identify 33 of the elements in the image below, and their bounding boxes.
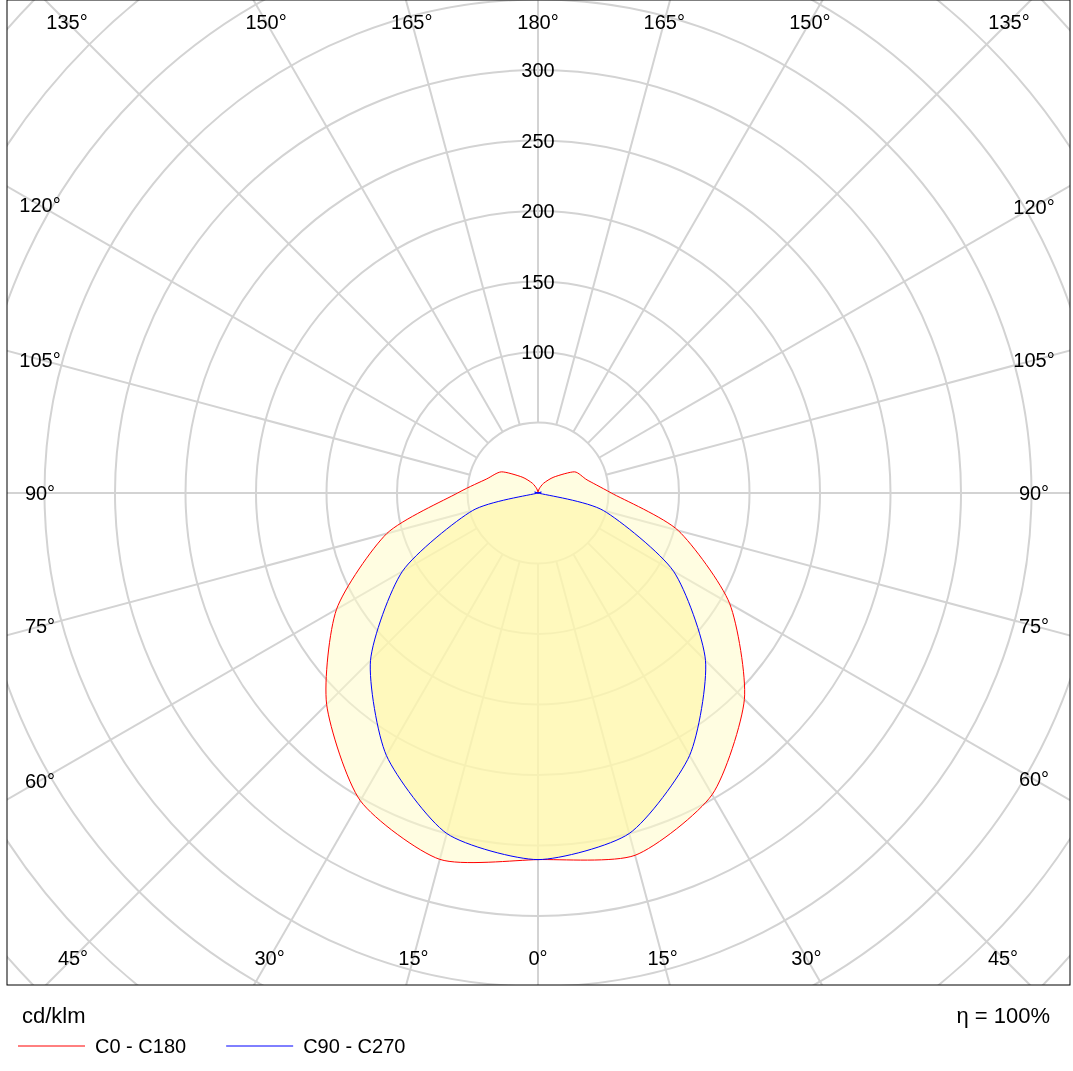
spoke-label: 150° <box>245 11 287 33</box>
spoke-label: 45° <box>987 947 1019 969</box>
y-tick-label: 150 <box>521 270 555 293</box>
y-tick-label: 100 <box>521 341 555 363</box>
spoke-label: 90° <box>1018 482 1050 504</box>
text: cd/klm <box>22 1003 86 1028</box>
spoke-label: 135° <box>988 11 1030 33</box>
legend-label: C0 - C180 <box>95 1035 187 1057</box>
spoke-label: 60° <box>1018 768 1050 791</box>
spoke-label: 90° <box>24 482 56 504</box>
legend-label: C90 - C270 <box>303 1035 406 1057</box>
spoke-label: 120° <box>19 194 61 217</box>
spoke-label: 135° <box>46 11 88 33</box>
spoke-label: 0° <box>528 947 548 969</box>
spoke-label: 15° <box>647 947 678 969</box>
spoke-label: 15° <box>398 947 429 969</box>
spoke-label: 150° <box>789 11 831 33</box>
spoke-label: 120° <box>1013 195 1055 218</box>
spoke-label: 165° <box>391 11 433 33</box>
spoke-label: 105° <box>1013 349 1055 372</box>
y-tick-label: 250 <box>521 129 555 152</box>
spoke-label: 75° <box>24 615 56 638</box>
spoke-label: 105° <box>19 348 61 371</box>
y-tick-label: 200 <box>521 200 555 222</box>
text: η = 100% <box>956 1003 1050 1028</box>
y-tick-label: 300 <box>521 59 555 81</box>
spoke-label: 30° <box>791 947 822 969</box>
spoke-label: 180° <box>517 11 559 33</box>
spoke-label: 45° <box>57 947 89 969</box>
spoke-label: 60° <box>24 769 56 792</box>
spoke-label: 165° <box>643 11 685 33</box>
spoke-label: 30° <box>254 947 285 969</box>
spoke-label: 75° <box>1018 614 1050 637</box>
